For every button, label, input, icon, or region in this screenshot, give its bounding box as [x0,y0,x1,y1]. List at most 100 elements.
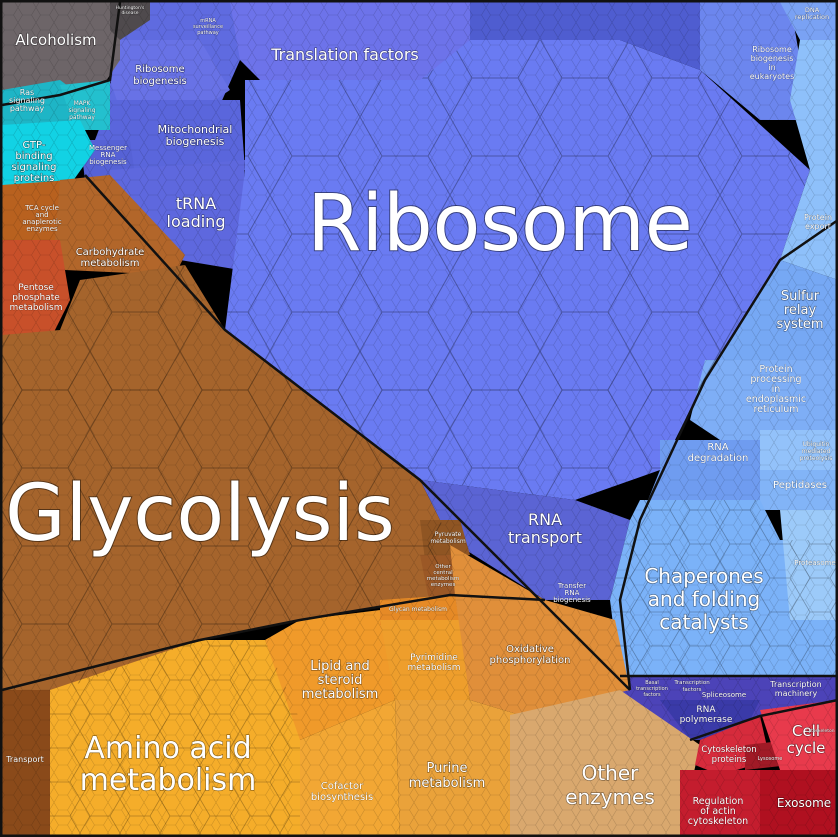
label-pentose-3: metabolism [9,303,62,313]
label-lipid-2: steroid [318,673,363,688]
border-yellow [1,593,546,692]
label-mapk-2: signaling [68,107,95,114]
label-carb-2: metabolism [81,258,140,269]
label-transcription-machinery-1: Transcription [769,680,821,689]
label-transcription-factors-2: factors [683,687,702,693]
label-transcription-machinery-2: machinery [775,689,818,698]
label-other-central-2: central [433,570,453,576]
label-ribosome-biogenesis-euk-2: biogenesis [751,54,794,63]
label-oxphos-1: Oxidative [506,644,554,655]
label-rna-polymerase-1: RNA [696,705,716,715]
label-gtp-2: binding [15,151,52,162]
label-rna-degradation-1: RNA [707,442,728,453]
label-transfer-rna-3: biogenesis [553,596,591,604]
label-gtp-1: GTP- [23,140,46,151]
label-exosome: Exosome [777,796,831,810]
label-proteasome: Proteasome [794,559,836,567]
border-cyan [1,1,122,107]
label-pentose-1: Pentose [18,283,54,293]
label-transport: Transport [5,755,44,764]
label-cytoskeleton-small: Cytoskeleton [805,728,834,734]
label-rna-transport-2: transport [508,528,582,547]
label-amino-acid-1: Amino acid [84,731,251,766]
label-gtp-3: signaling [11,162,56,173]
label-ribosome-biogenesis-1: Ribosome [135,64,184,75]
label-mapk-3: pathway [69,114,95,121]
texture-amino [50,640,300,835]
label-mrna-surveillance-2: surveillance [193,24,223,30]
label-protein-processing-5: reticulum [753,404,798,415]
label-cofactor-1: Cofactor [321,781,364,792]
label-sulfur-3: system [777,317,824,332]
label-regulation-2: of actin [700,806,736,817]
label-rna-polymerase-2: polymerase [680,715,733,725]
label-ribosome: Ribosome [307,179,692,269]
label-ubiquitin-1: Ubiquitin [803,441,830,448]
label-cell-cycle-2: cycle [787,739,826,757]
label-huntington-2: disease [121,10,138,16]
label-chaperones-2: and folding [648,587,760,611]
label-lysosome: Lysosome [758,756,783,762]
label-tca-3: anaplerotic [22,218,61,226]
label-other-enzymes-2: enzymes [565,785,655,809]
label-dna-replication-1: DNA [805,6,820,14]
region-borders [1,1,838,742]
label-transcription-factors-1: Transcription [673,680,710,686]
label-protein-processing-2: processing [750,374,801,385]
label-pyrimidine-2: metabolism [407,663,460,673]
texture-ribosome [225,40,810,500]
label-cytoskeleton-2: proteins [712,755,747,765]
label-rna-transport-1: RNA [528,510,562,529]
border-red [689,698,838,742]
label-ras-2: signaling [9,96,45,105]
label-purine-2: metabolism [409,776,486,791]
label-other-enzymes-1: Other [582,761,640,785]
label-ribosome-biogenesis-2: biogenesis [133,76,186,87]
label-mrna-surveillance-1: mRNA [200,18,216,24]
label-protein-processing-3: in [772,384,781,395]
border-blue-brown [84,174,631,691]
label-protein-export-2: export [805,222,831,231]
label-lipid-1: Lipid and [310,659,370,674]
label-protein-processing-4: endoplasmic [746,394,806,405]
label-pyruvate-1: Pyruvate [435,531,462,538]
label-mito-2: biogenesis [166,135,225,148]
label-sulfur-1: Sulfur [781,289,820,304]
label-tca-4: enzymes [26,225,58,233]
label-regulation-3: cytoskeleton [688,816,748,827]
label-protein-export-1: Protein [804,213,832,222]
label-pentose-2: phosphate [12,293,60,303]
label-translation-factors: Translation factors [270,45,418,64]
label-basal-tf-1: Basal [645,680,659,686]
label-amino-acid-2: metabolism [80,763,257,798]
label-tca-1: TCA cycle [24,204,59,212]
label-messenger-3: biogenesis [89,158,127,166]
label-regulation-1: Regulation [693,796,744,807]
label-ubiquitin-3: proteolysis [800,455,833,462]
label-pyruvate-2: metabolism [430,538,466,545]
border-chaperones [618,218,838,691]
label-basal-tf-2: transcription [636,686,668,692]
label-pyrimidine-1: Pyrimidine [410,653,458,663]
label-transfer-rna-2: RNA [565,589,580,597]
label-oxphos-2: phosphorylation [490,655,571,666]
label-glycolysis: Glycolysis [5,469,395,559]
label-mapk-1: MAPK [74,100,92,107]
label-cell-cycle-1: Cell [792,722,820,740]
label-cofactor-2: biosynthesis [311,792,373,803]
label-cytoskeleton-1: Cytoskeleton [701,745,756,755]
label-lipid-3: metabolism [302,687,379,702]
label-transfer-rna-1: Transfer [557,582,586,590]
label-protein-processing-1: Protein [759,364,792,375]
label-other-central-3: metabolism [427,576,459,582]
label-mito-1: Mitochondrial [158,123,233,136]
label-ubiquitin-2: mediated [802,448,831,455]
label-ribosome-biogenesis-euk-3: in [768,63,775,72]
label-sulfur-2: relay [784,303,817,318]
label-ribosome-biogenesis-euk-1: Ribosome [752,45,792,54]
label-gtp-4: proteins [14,173,55,184]
label-huntington-1: Huntington's [116,5,145,11]
